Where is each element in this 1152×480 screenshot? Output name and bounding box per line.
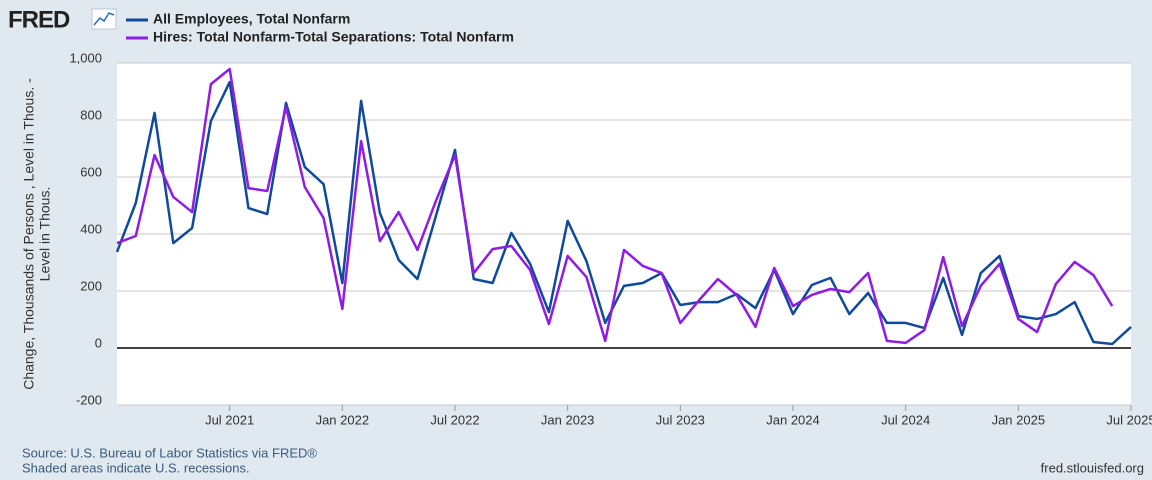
x-tick-label: Jul 2023	[656, 412, 705, 427]
y-tick-label: 200	[80, 278, 102, 293]
logo: FRED	[8, 6, 70, 33]
y-tick-label: 600	[80, 164, 102, 179]
legend-label: Hires: Total Nonfarm-Total Separations: …	[153, 29, 514, 45]
y-axis-label: Change, Thousands of Persons , Level in …	[21, 78, 37, 390]
y-tick-label: 1,000	[69, 50, 102, 65]
y-tick-label: 0	[95, 335, 102, 350]
series-line	[116, 67, 1114, 345]
legend-label: All Employees, Total Nonfarm	[153, 11, 350, 27]
x-tick-label: Jan 2023	[541, 412, 595, 427]
x-tick-label: Jul 2025	[1106, 412, 1152, 427]
x-tick-label: Jul 2022	[430, 412, 479, 427]
series-line	[115, 80, 1132, 346]
y-tick-label: 800	[80, 107, 102, 122]
y-axis-label: Level in Thous.	[37, 187, 53, 282]
recession-note: Shaded areas indicate U.S. recessions.	[22, 460, 250, 475]
y-tick-label: 400	[80, 221, 102, 236]
source-note: Source: U.S. Bureau of Labor Statistics …	[22, 445, 317, 460]
x-tick-label: Jul 2024	[881, 412, 930, 427]
y-tick-label: -200	[76, 392, 102, 407]
x-tick-label: Jul 2021	[205, 412, 254, 427]
x-tick-label: Jan 2022	[316, 412, 370, 427]
site-url: fred.stlouisfed.org	[1041, 460, 1144, 475]
x-tick-label: Jan 2024	[766, 412, 820, 427]
x-tick-label: Jan 2025	[992, 412, 1046, 427]
logo-icon	[91, 8, 117, 30]
